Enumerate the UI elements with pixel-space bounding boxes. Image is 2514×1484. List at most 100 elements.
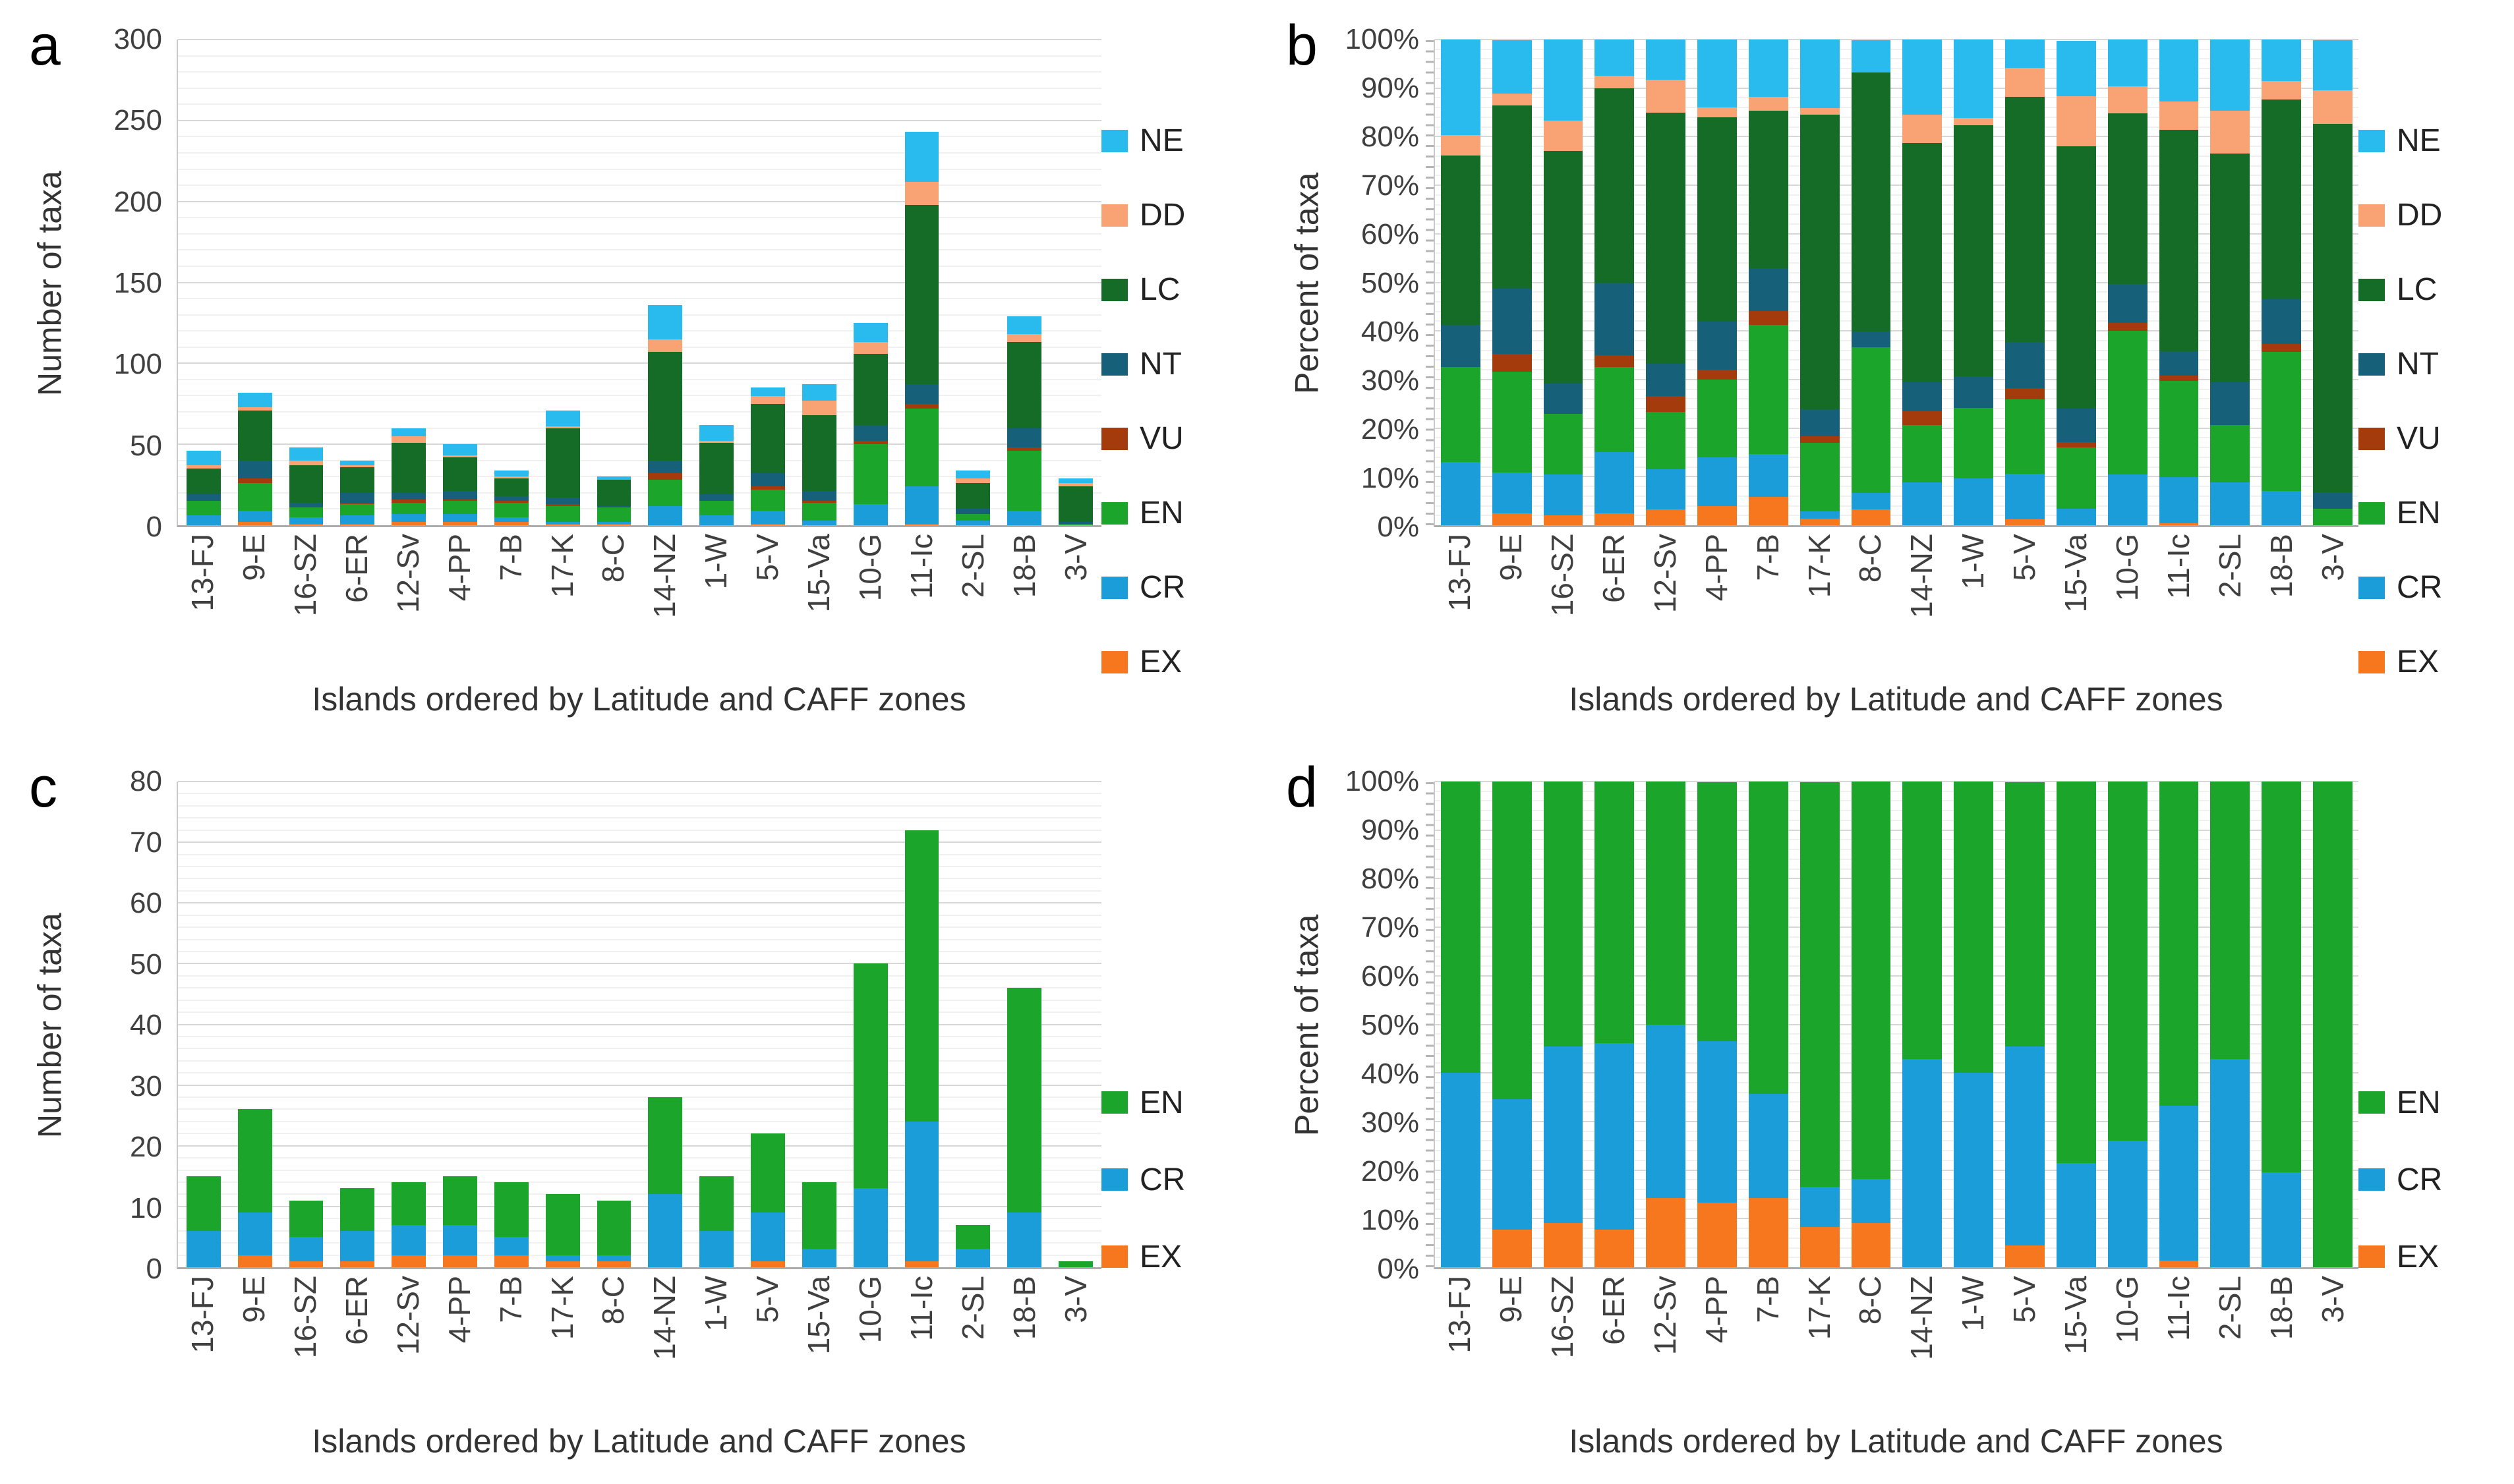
x-tick-label: 18-B	[1007, 1276, 1041, 1340]
bar-segment-EX	[289, 523, 324, 525]
bar-segment-DD	[1697, 107, 1737, 117]
bar-segment-CR	[648, 505, 683, 525]
bar-segment-LC	[648, 352, 683, 461]
bar-9-E	[237, 40, 272, 525]
minor-gridline	[1435, 48, 2358, 50]
bar-segment-NE	[1007, 316, 1042, 335]
y-tick-label: 0%	[1377, 511, 1419, 543]
x-tick-slot: 14-NZ	[1902, 1269, 1941, 1413]
minor-gridline	[1435, 310, 2358, 312]
legend-item-DD: DD	[1101, 197, 1253, 233]
bar-8-C	[597, 782, 631, 1267]
bar-segment-LC	[597, 480, 631, 506]
x-tick-label: 2-SL	[2213, 1276, 2248, 1340]
bar-segment-DD	[2210, 111, 2250, 154]
bar-segment-VU	[340, 502, 375, 505]
minor-gridline	[1435, 107, 2358, 109]
minor-gridline	[1435, 320, 2358, 322]
x-tick-label: 16-SZ	[1544, 1276, 1579, 1359]
bar-8-C	[1851, 782, 1891, 1267]
minor-gridline	[178, 1072, 1101, 1074]
x-tick-slot: 17-K	[545, 1269, 579, 1413]
major-gridline	[1435, 281, 2358, 283]
bar-segment-CR	[853, 1188, 888, 1267]
minor-gridline	[178, 1133, 1101, 1135]
legend-item-CR: CR	[1101, 1162, 1253, 1198]
x-tick-slot: 4-PP	[442, 1269, 477, 1413]
bar-segment-EX	[1594, 513, 1635, 525]
x-tick-slot: 4-PP	[442, 527, 477, 671]
x-tick-label: 9-E	[1493, 534, 1528, 581]
legend-swatch-icon	[2358, 1245, 2385, 1268]
minor-gridline	[178, 1060, 1101, 1062]
x-tick-label: 1-W	[699, 534, 734, 590]
bar-segment-EN	[1748, 325, 1788, 454]
x-tick-slot: 8-C	[596, 527, 630, 671]
legend-swatch-icon	[1101, 650, 1128, 673]
minor-gridline	[1435, 1228, 2358, 1230]
bar-14-NZ	[1902, 40, 1943, 525]
minor-gridline	[1435, 495, 2358, 497]
bar-segment-CR	[1646, 1024, 1686, 1198]
minor-gridline	[178, 878, 1101, 880]
bar-segment-DD	[1059, 483, 1093, 487]
x-tick-label: 2-SL	[2213, 534, 2248, 598]
bar-segment-NE	[1492, 40, 1532, 94]
x-tick-slot: 18-B	[1007, 527, 1041, 671]
bar-segment-EX	[1697, 505, 1737, 525]
bar-2-SL	[2210, 782, 2250, 1267]
bar-segment-EX	[237, 522, 272, 525]
bar-segment-LC	[392, 442, 426, 493]
y-tick-label: 50%	[1360, 1009, 1419, 1041]
bar-segment-CR	[2107, 474, 2148, 525]
minor-gridline	[1435, 1130, 2358, 1132]
y-tick-label: 60	[130, 887, 162, 919]
bar-4-PP	[443, 782, 477, 1267]
legend-item-EN: EN	[2358, 495, 2510, 531]
plot-area	[1426, 781, 2358, 1269]
x-tick-label: 11-Ic	[2161, 534, 2196, 599]
legend-item-NE: NE	[2358, 123, 2510, 159]
y-tick-label: 70%	[1360, 911, 1419, 944]
bar-segment-EX	[2005, 1245, 2045, 1267]
bar-segment-CR	[802, 520, 836, 525]
bar-segment-CR	[545, 1255, 580, 1261]
y-tick-label: 300	[113, 23, 162, 55]
bar-18-B	[1007, 782, 1042, 1267]
minor-gridline	[1435, 97, 2358, 99]
bar-segment-NE	[597, 476, 631, 480]
x-tick-slot: 17-K	[1799, 527, 1839, 671]
bar-segment-LC	[2159, 129, 2199, 352]
legend-label: LC	[2397, 272, 2438, 307]
x-tick-slot: 18-B	[1007, 1269, 1041, 1413]
minor-gridline	[1435, 194, 2358, 196]
x-tick-slot: 3-V	[2313, 527, 2353, 671]
bar-segment-CR	[237, 1213, 272, 1255]
major-gridline	[1435, 1169, 2358, 1171]
minor-gridline	[1435, 1140, 2358, 1142]
bar-segment-DD	[1646, 80, 1686, 113]
bar-11-Ic	[2159, 40, 2199, 525]
minor-gridline	[1435, 223, 2358, 225]
bar-2-SL	[956, 40, 991, 525]
x-tick-label: 9-E	[236, 534, 271, 581]
bar-segment-DD	[1492, 93, 1532, 105]
bar-11-Ic	[2159, 782, 2199, 1267]
bar-12-Sv	[392, 782, 426, 1267]
bar-6-ER	[340, 40, 375, 525]
legend-label: EN	[2397, 1085, 2441, 1120]
bar-segment-NT	[2056, 409, 2096, 442]
bar-segment-EX	[494, 1255, 529, 1267]
bar-segment-DD	[340, 465, 375, 467]
bar-segment-EN	[2159, 381, 2199, 478]
bar-segment-EX	[340, 523, 375, 525]
minor-gridline	[178, 411, 1101, 413]
bar-segment-CR	[1799, 511, 1840, 519]
legend-label: CR	[2397, 1162, 2443, 1197]
minor-gridline	[1435, 1042, 2358, 1044]
y-tick-label: 80	[130, 765, 162, 797]
minor-gridline	[1435, 1004, 2358, 1006]
bar-segment-EN	[648, 480, 683, 506]
bar-segment-EN	[2107, 331, 2148, 475]
bar-segment-CR	[237, 510, 272, 523]
